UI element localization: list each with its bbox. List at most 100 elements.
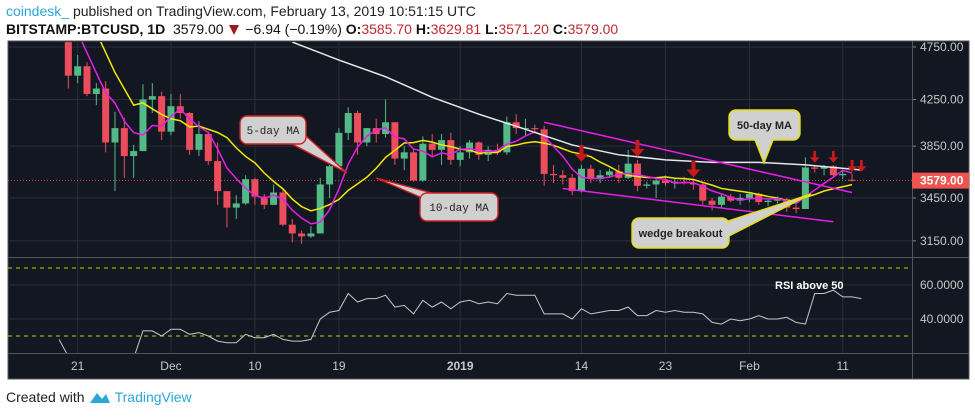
candle-body bbox=[736, 197, 744, 201]
callout-text: 5-day MA bbox=[247, 126, 300, 138]
candle-body bbox=[727, 196, 735, 201]
candle-body bbox=[400, 152, 408, 159]
candle-body bbox=[643, 184, 651, 186]
annotations: RSI above 50 5-day MA 10-day MA 50-day MA w… bbox=[239, 109, 843, 292]
footer: Created with TradingView bbox=[6, 389, 192, 405]
candle-body bbox=[717, 196, 725, 205]
callout: 5-day MA bbox=[239, 115, 348, 174]
y-tick-label: 3850.00 bbox=[920, 139, 964, 153]
candle-body bbox=[74, 66, 82, 76]
candle-body bbox=[307, 233, 315, 237]
candle-body bbox=[326, 166, 334, 185]
candle-body bbox=[596, 175, 604, 180]
rsi-annotation: RSI above 50 bbox=[775, 280, 843, 292]
high-label: H: bbox=[415, 21, 431, 37]
candle-body bbox=[699, 184, 707, 201]
callout: 50-day MA bbox=[728, 109, 801, 165]
candle-body bbox=[344, 113, 352, 133]
x-tick-label: 21 bbox=[71, 359, 85, 373]
callout-pointer bbox=[291, 135, 348, 174]
down-arrow-icon bbox=[630, 139, 645, 157]
candle-body bbox=[531, 128, 539, 130]
x-tick-label: 10 bbox=[248, 359, 262, 373]
high-value: 3629.81 bbox=[430, 21, 482, 37]
candle-body bbox=[624, 163, 632, 178]
ma10-line bbox=[99, 42, 853, 212]
down-arrow-icon bbox=[809, 150, 820, 163]
callout-pointer bbox=[375, 177, 433, 198]
candle-body bbox=[820, 166, 828, 169]
callout-box bbox=[239, 115, 307, 145]
tradingview-link[interactable]: TradingView bbox=[114, 389, 192, 405]
candle-body bbox=[64, 42, 72, 76]
candle-body bbox=[745, 193, 753, 198]
candle-body bbox=[811, 167, 819, 169]
candle-body bbox=[186, 113, 194, 150]
candle-body bbox=[270, 192, 278, 205]
tradingview-logo-icon bbox=[89, 393, 110, 403]
callout-box bbox=[419, 192, 499, 222]
close-label: C: bbox=[552, 21, 568, 37]
candle-body bbox=[102, 88, 110, 143]
candle-body bbox=[130, 151, 138, 157]
price-change: −6.94 (−0.19%) bbox=[245, 21, 342, 37]
publisher-link[interactable]: coindesk_ bbox=[6, 3, 70, 19]
callout-pointer bbox=[724, 193, 812, 239]
down-arrow-icon bbox=[847, 159, 857, 172]
x-tick-label: Feb bbox=[739, 359, 760, 373]
rsi-tick-label: 60.0000 bbox=[920, 278, 964, 292]
candle-body bbox=[354, 113, 362, 143]
candle-body bbox=[120, 128, 128, 157]
last-price: 3579.00 bbox=[172, 21, 224, 37]
y-tick-label: 3150.00 bbox=[920, 234, 964, 248]
candle-body bbox=[475, 142, 483, 155]
callout-text: wedge breakout bbox=[638, 228, 723, 240]
candle-body bbox=[829, 166, 837, 176]
callout: wedge breakout bbox=[631, 193, 812, 249]
candle-body bbox=[466, 142, 474, 153]
candle-body bbox=[419, 143, 427, 181]
candle-body bbox=[335, 132, 343, 167]
wedge-upper-line bbox=[543, 121, 853, 194]
candle-body bbox=[559, 175, 567, 178]
x-tick-label: 2019 bbox=[447, 359, 474, 373]
candle-body bbox=[577, 168, 585, 192]
candle-body bbox=[242, 179, 250, 204]
x-tick-label: 23 bbox=[659, 359, 673, 373]
ma5-line bbox=[81, 42, 853, 225]
candle-body bbox=[195, 134, 203, 150]
last-price-label: 3579.00 bbox=[920, 174, 964, 188]
candle-body bbox=[279, 192, 287, 225]
rsi-line bbox=[58, 289, 862, 353]
y-tick-label: 4750.00 bbox=[920, 40, 964, 54]
candle-body bbox=[223, 191, 231, 208]
open-label: O: bbox=[345, 21, 362, 37]
candle-body bbox=[801, 167, 809, 210]
candle-body bbox=[839, 173, 847, 176]
callout-text: 10-day MA bbox=[429, 203, 489, 215]
candle-body bbox=[708, 200, 716, 205]
y-tick-label: 4250.00 bbox=[920, 92, 964, 106]
candle-body bbox=[214, 161, 222, 192]
candle-body bbox=[764, 200, 772, 203]
candle-body bbox=[773, 199, 781, 201]
last-price-badge bbox=[912, 172, 969, 189]
symbol-line: BITSTAMP:BTCUSD, 1D 3579.00 −6.94 (−0.19… bbox=[6, 21, 618, 37]
candle-body bbox=[148, 96, 156, 100]
low-value: 3571.20 bbox=[498, 21, 549, 37]
candle-body bbox=[568, 177, 576, 192]
candle-body bbox=[447, 140, 455, 160]
axes: 4750.00 4250.00 3850.00 3450.00 3150.00 60.00… bbox=[8, 40, 969, 379]
candle-body bbox=[428, 143, 436, 150]
candle-body bbox=[232, 203, 240, 208]
candle-body bbox=[204, 134, 212, 162]
x-tick-label: 19 bbox=[332, 359, 346, 373]
published-text: published on TradingView.com, February 1… bbox=[72, 3, 476, 19]
candle-body bbox=[456, 152, 464, 160]
candle-body bbox=[652, 180, 660, 185]
candle-body bbox=[298, 233, 306, 237]
price-pane bbox=[8, 42, 912, 244]
candle-body bbox=[661, 180, 669, 184]
candle-body bbox=[363, 128, 371, 143]
